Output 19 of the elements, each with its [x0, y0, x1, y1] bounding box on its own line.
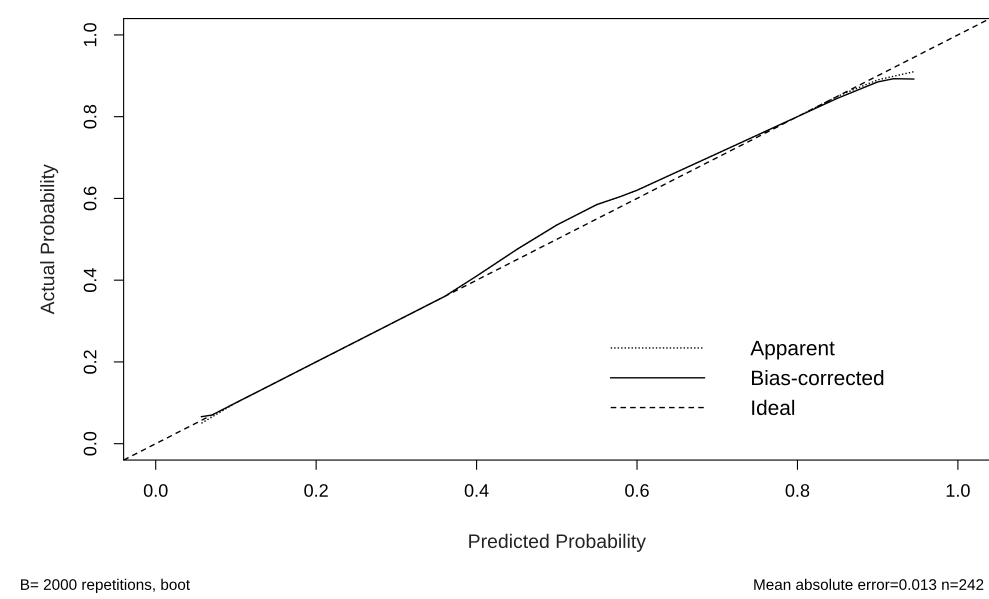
legend-label: Apparent [750, 340, 835, 360]
x-tick-label: 0.4 [464, 484, 489, 497]
text: Mean absolute error=0.013 n=242 [754, 578, 984, 590]
y-tick-label: 0.2 [84, 350, 96, 374]
x-axis-title: Predicted Probability [469, 534, 646, 552]
x-tick-label: 0.8 [786, 484, 810, 497]
legend-label: Bias-corrected [752, 370, 884, 386]
y-tick-label: 1.0 [84, 23, 96, 46]
x-tick-label: 0.6 [625, 484, 649, 497]
text: B= 2000 repetitions, boot [21, 578, 190, 594]
x-tick-label: 0.2 [304, 484, 328, 497]
y-tick-label: 0.0 [84, 432, 96, 456]
x-tick-label: 1.0 [946, 484, 970, 497]
y-tick-label: 0.4 [84, 268, 96, 292]
legend-label: Ideal [752, 400, 794, 416]
x-tick-label: 0.0 [144, 484, 168, 497]
y-tick-label: 0.8 [84, 104, 96, 129]
y-tick-label: 0.6 [84, 186, 96, 210]
y-axis-title: Actual Probability [40, 164, 58, 314]
